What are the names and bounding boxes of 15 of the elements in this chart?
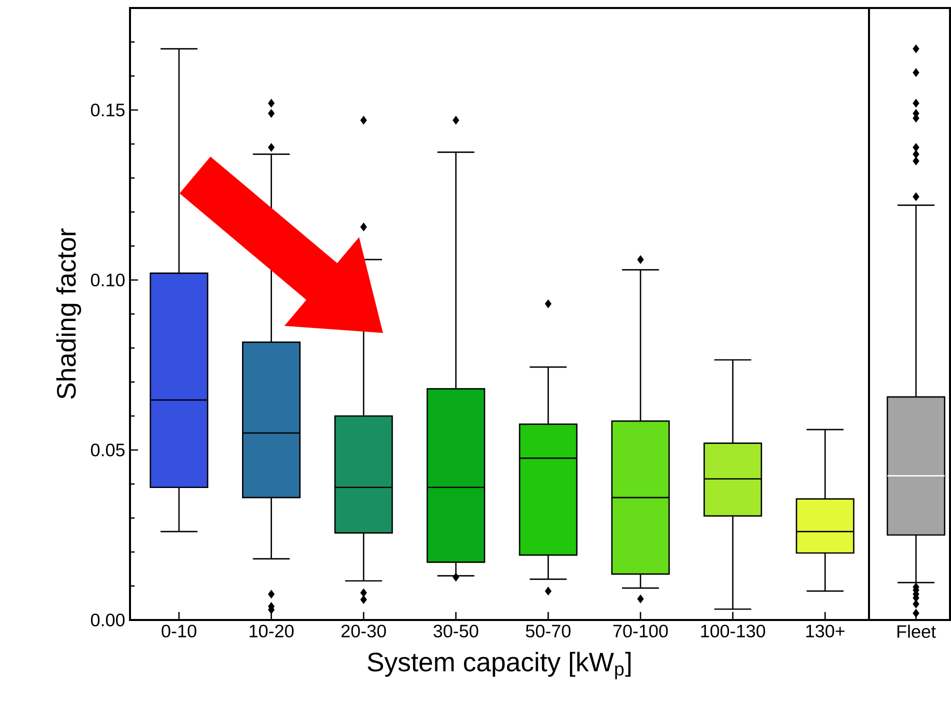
y-axis-title: Shading factor <box>56 228 82 399</box>
y-tick-label: 0.15 <box>90 104 125 116</box>
x-tick-label: 30-50 <box>434 624 478 638</box>
x-tick-label: 70-100 <box>613 624 668 638</box>
y-tick-label: 0.10 <box>90 274 125 286</box>
y-tick-label: 0.05 <box>90 444 125 456</box>
x-tick-label: 10-20 <box>250 624 294 638</box>
x-tick-label: Fleet <box>897 624 936 638</box>
x-tick-label: 100-130 <box>701 624 766 638</box>
x-tick-label: 130+ <box>806 624 844 638</box>
x-tick-label: 50-70 <box>526 624 571 638</box>
x-tick-label: 20-30 <box>341 624 386 638</box>
y-tick-label: 0.00 <box>90 614 125 626</box>
x-axis-title: System capacity [kW$_{p}$] <box>368 652 631 680</box>
x-tick-label: 0-10 <box>162 624 196 638</box>
